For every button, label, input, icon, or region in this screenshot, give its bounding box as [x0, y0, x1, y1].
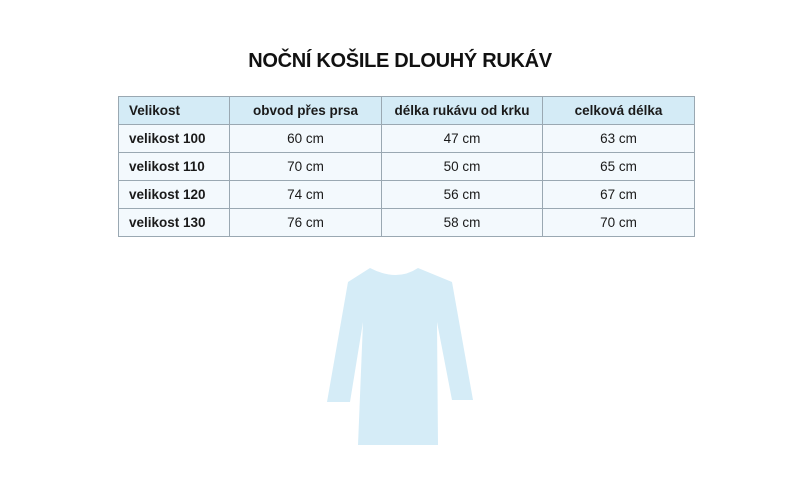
- cell-length: 67 cm: [542, 180, 695, 209]
- cell-chest: 70 cm: [229, 152, 382, 181]
- long-sleeve-nightshirt-icon: [327, 268, 473, 445]
- header-sleeve: délka rukávu od krku: [381, 96, 543, 125]
- table-header-row: Velikost obvod přes prsa délka rukávu od…: [118, 96, 695, 125]
- cell-size: velikost 100: [118, 124, 230, 153]
- cell-sleeve: 50 cm: [381, 152, 543, 181]
- page-title: NOČNÍ KOŠILE DLOUHÝ RUKÁV: [248, 50, 552, 72]
- size-table: Velikost obvod přes prsa délka rukávu od…: [118, 96, 695, 237]
- header-length: celková délka: [542, 96, 695, 125]
- cell-sleeve: 47 cm: [381, 124, 543, 153]
- cell-length: 63 cm: [542, 124, 695, 153]
- table-row: velikost 130 76 cm 58 cm 70 cm: [118, 208, 695, 237]
- cell-chest: 76 cm: [229, 208, 382, 237]
- cell-size: velikost 120: [118, 180, 230, 209]
- table-row: velikost 110 70 cm 50 cm 65 cm: [118, 152, 695, 181]
- cell-size: velikost 110: [118, 152, 230, 181]
- table-row: velikost 120 74 cm 56 cm 67 cm: [118, 180, 695, 209]
- cell-size: velikost 130: [118, 208, 230, 237]
- cell-sleeve: 58 cm: [381, 208, 543, 237]
- header-chest: obvod přes prsa: [229, 96, 382, 125]
- cell-length: 70 cm: [542, 208, 695, 237]
